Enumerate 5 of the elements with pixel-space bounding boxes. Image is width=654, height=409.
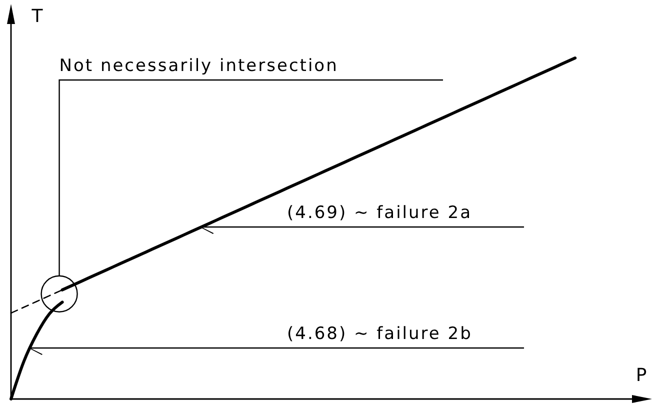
x-axis-title: P [636, 365, 648, 386]
y-axis-title: T [30, 6, 44, 27]
annotation: Not necessarily intersection [59, 56, 338, 76]
annotation: (4.68) ~ failure 2b [287, 324, 472, 344]
annotation: (4.69) ~ failure 2a [287, 203, 472, 223]
